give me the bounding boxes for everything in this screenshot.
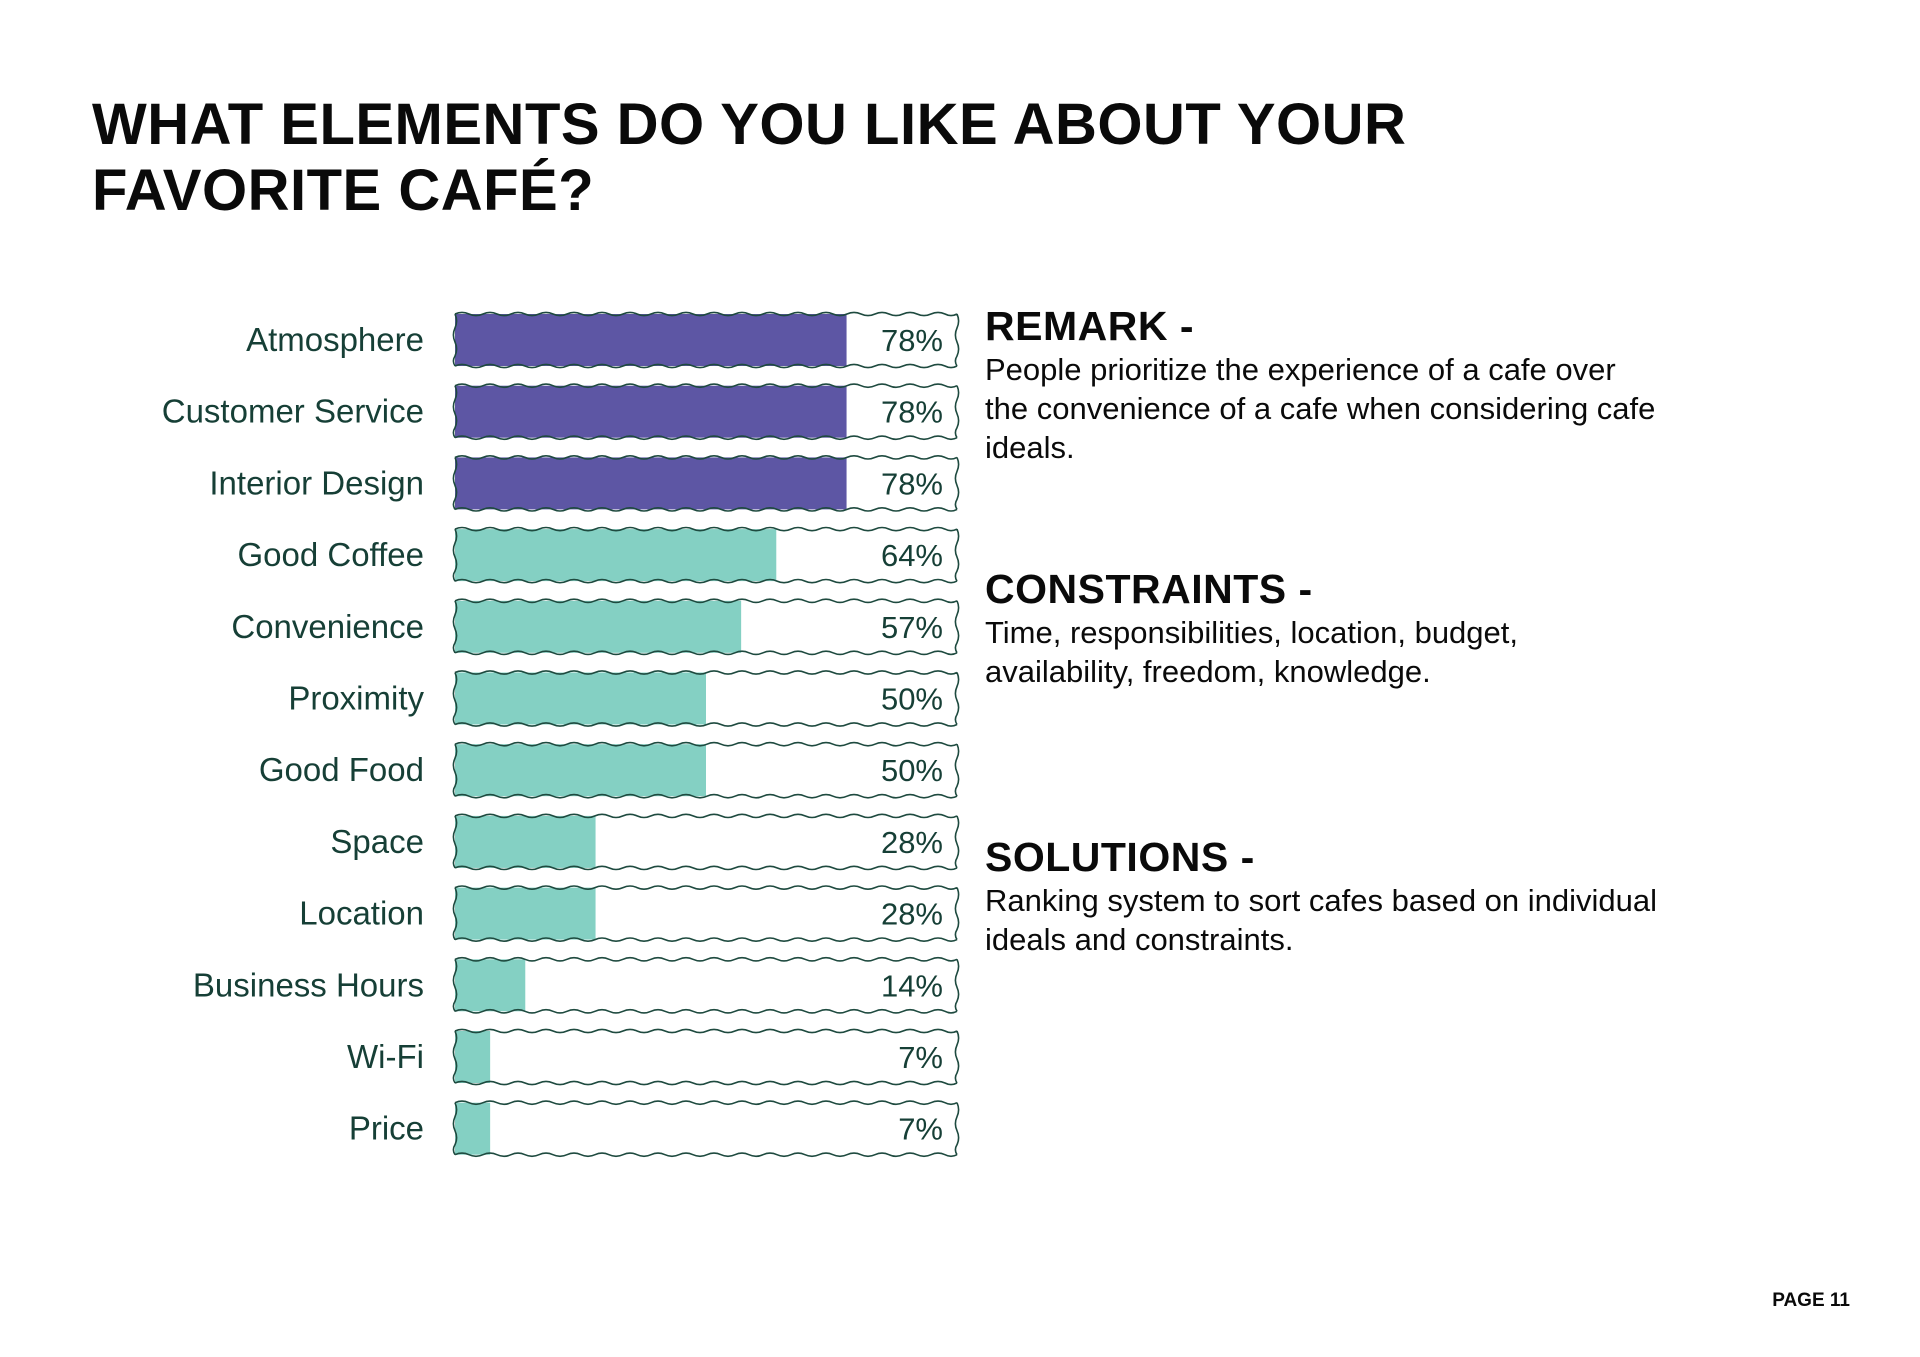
bar-row: Convenience 57% xyxy=(231,598,960,656)
constraints-heading: CONSTRAINTS - xyxy=(985,566,1313,612)
bar-outline xyxy=(452,311,960,369)
value-label: 50% xyxy=(881,682,943,717)
value-label: 7% xyxy=(898,1040,943,1075)
value-label: 57% xyxy=(881,610,943,645)
bar-row: Good Food 50% xyxy=(259,741,960,799)
category-label: Convenience xyxy=(231,608,424,645)
bar-row: Proximity 50% xyxy=(288,670,960,727)
value-label: 28% xyxy=(881,825,943,860)
value-label: 78% xyxy=(881,466,943,501)
bar xyxy=(455,887,596,940)
remark-section: REMARK - People prioritize the experienc… xyxy=(985,304,1665,467)
bar-outline xyxy=(452,598,960,656)
bar-row: Wi-Fi 7% xyxy=(347,1028,960,1086)
category-label: Price xyxy=(349,1110,424,1147)
remark-heading: REMARK - xyxy=(985,303,1194,349)
bar-outline xyxy=(452,741,960,799)
bar-outline xyxy=(452,1100,960,1158)
value-label: 64% xyxy=(881,538,943,573)
constraints-body: Time, responsibilities, location, budget… xyxy=(985,615,1519,689)
category-label: Location xyxy=(299,895,424,932)
page-number: PAGE 11 xyxy=(1772,1290,1850,1311)
bar xyxy=(455,1031,491,1083)
category-label: Good Food xyxy=(259,751,424,788)
bar-outline xyxy=(452,956,960,1014)
bar xyxy=(455,959,526,1012)
bar-chart: Atmosphere 78%Customer Service 78%Interior… xyxy=(162,311,960,1158)
bar-outline xyxy=(452,455,960,512)
bar xyxy=(455,672,706,725)
remark-body: People prioritize the experience of a ca… xyxy=(985,352,1656,465)
bar-row: Price 7% xyxy=(349,1100,960,1158)
value-label: 14% xyxy=(881,968,943,1003)
constraints-section: CONSTRAINTS - Time, responsibilities, lo… xyxy=(985,567,1665,691)
category-label: Business Hours xyxy=(193,966,424,1003)
bar xyxy=(455,600,742,653)
page-title: WHAT ELEMENTS DO YOU LIKE ABOUT YOUR FAV… xyxy=(92,92,1407,223)
bar xyxy=(455,815,596,868)
value-label: 28% xyxy=(881,897,943,932)
category-label: Wi-Fi xyxy=(347,1038,424,1075)
solutions-body: Ranking system to sort cafes based on in… xyxy=(985,883,1658,957)
bar xyxy=(455,385,847,438)
bar xyxy=(455,1102,491,1155)
bar-outline xyxy=(452,1028,960,1086)
bar-row: Location 28% xyxy=(299,885,960,942)
bar xyxy=(455,529,777,582)
bar-outline xyxy=(452,885,960,942)
bar xyxy=(455,457,847,510)
bar-row: Space 28% xyxy=(330,813,960,871)
category-label: Space xyxy=(330,823,424,860)
category-label: Customer Service xyxy=(162,393,424,430)
category-label: Good Coffee xyxy=(237,536,424,573)
value-label: 78% xyxy=(881,323,943,358)
category-label: Interior Design xyxy=(209,464,424,501)
bar-row: Customer Service 78% xyxy=(162,383,960,441)
category-label: Atmosphere xyxy=(246,321,424,358)
bar xyxy=(455,314,847,366)
bar-outline xyxy=(452,383,960,441)
value-label: 7% xyxy=(898,1112,943,1147)
value-label: 78% xyxy=(881,395,943,430)
bar-row: Good Coffee 64% xyxy=(237,526,960,584)
bar xyxy=(455,744,706,797)
bar-row: Interior Design 78% xyxy=(209,455,960,512)
bar-row: Atmosphere 78% xyxy=(246,311,960,369)
solutions-section: SOLUTIONS - Ranking system to sort cafes… xyxy=(985,835,1665,959)
bar-row: Business Hours 14% xyxy=(193,956,960,1014)
bar-outline xyxy=(452,526,960,584)
solutions-heading: SOLUTIONS - xyxy=(985,834,1255,880)
value-label: 50% xyxy=(881,753,943,788)
category-label: Proximity xyxy=(288,680,424,717)
bar-outline xyxy=(452,813,960,871)
bar-outline xyxy=(452,670,960,727)
